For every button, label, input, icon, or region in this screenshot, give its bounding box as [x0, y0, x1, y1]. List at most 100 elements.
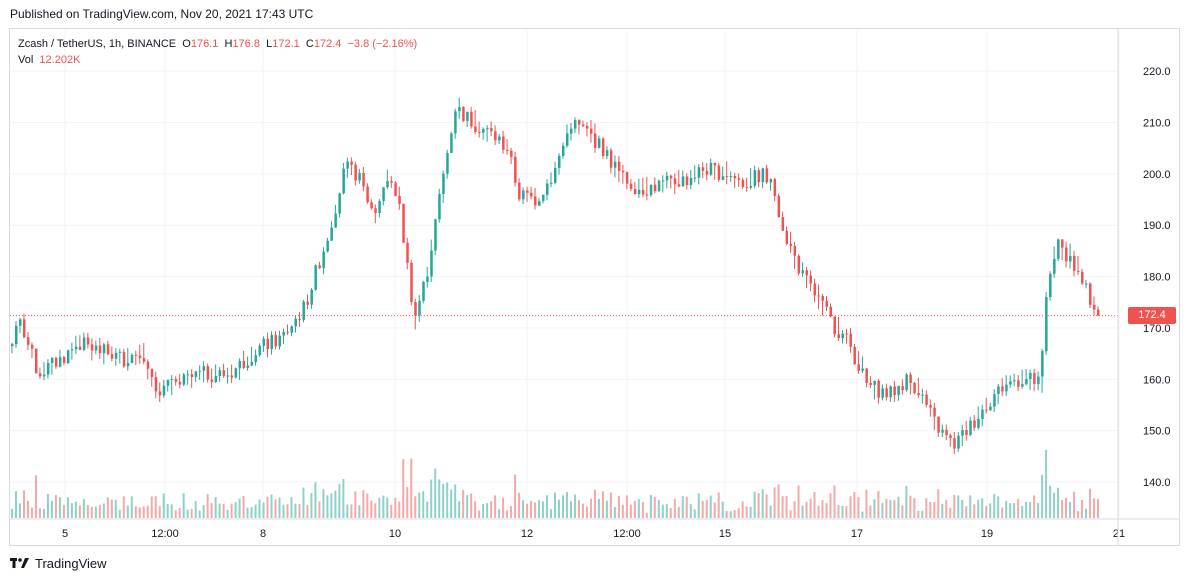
candle-body	[705, 170, 709, 175]
volume-bar	[1065, 497, 1068, 518]
volume-bar	[230, 503, 233, 518]
volume-bar	[242, 496, 245, 518]
candle-body	[649, 184, 653, 195]
volume-bar	[370, 500, 373, 518]
candle-body	[841, 333, 844, 338]
volume-bar	[857, 497, 860, 518]
candle-body	[1077, 270, 1080, 272]
candle-body	[1045, 297, 1048, 352]
volume-bar	[837, 505, 840, 518]
candle-body	[937, 416, 940, 433]
volume-bar	[362, 490, 365, 518]
volume-bar	[238, 498, 241, 518]
volume-bar	[1037, 502, 1040, 518]
candle-body	[510, 150, 513, 157]
candle-body	[46, 363, 50, 375]
candle-body	[438, 194, 441, 220]
candle-body	[146, 361, 150, 369]
candle-body	[286, 331, 289, 333]
volume-bar	[1045, 449, 1048, 518]
candle-body	[757, 170, 761, 183]
volume-bar	[557, 499, 560, 518]
tradingview-logo[interactable]: TradingView	[10, 556, 107, 571]
candle-body	[889, 386, 892, 398]
candle-body	[625, 172, 629, 184]
candle-body	[989, 406, 992, 411]
volume-bar	[390, 504, 393, 518]
candle-body	[829, 306, 832, 317]
volume-bar	[865, 489, 868, 518]
candle-body	[382, 187, 385, 202]
candle-body	[246, 365, 250, 368]
candle-body	[42, 374, 46, 377]
symbol-label[interactable]: Zcash / TetherUS, 1h, BINANCE	[18, 38, 177, 50]
y-tick-label: 160.0	[1143, 374, 1171, 386]
volume-bar	[661, 504, 664, 518]
volume-bar	[194, 500, 197, 518]
candle-body	[1005, 384, 1008, 392]
volume-bar	[989, 503, 992, 518]
candle-body	[302, 301, 305, 320]
volume-bar	[573, 494, 576, 518]
candle-body	[542, 194, 545, 201]
candle-body	[522, 190, 525, 200]
volume-bar	[801, 505, 804, 518]
candle-body	[601, 138, 605, 157]
volume-bar	[889, 500, 892, 518]
candle-body	[909, 374, 912, 383]
volume-bars	[11, 449, 1100, 518]
candle-body	[262, 338, 266, 346]
candle-body	[1089, 283, 1092, 305]
volume-bar	[1061, 500, 1064, 518]
candle-body	[785, 230, 789, 244]
volume-bar	[350, 504, 353, 518]
candle-body	[322, 251, 325, 269]
volume-bar	[150, 496, 153, 518]
chart-frame[interactable]	[9, 28, 1180, 546]
candle-body	[773, 179, 777, 196]
candle-body	[258, 345, 262, 356]
volume-bar	[182, 493, 185, 518]
x-tick-label: 19	[981, 528, 993, 540]
candle-body	[797, 255, 801, 274]
candles	[11, 97, 1100, 455]
candle-body	[837, 334, 840, 338]
volume-bar	[1013, 503, 1016, 518]
candle-body	[78, 346, 82, 350]
candle-body	[569, 128, 573, 134]
high-value: 176.8	[232, 38, 260, 50]
volume-bar	[530, 500, 533, 518]
volume-bar	[917, 510, 920, 518]
volume-bar	[1001, 507, 1004, 518]
candle-body	[741, 179, 745, 187]
volume-bar	[685, 496, 688, 518]
candle-body	[366, 186, 369, 203]
volume-bar	[94, 506, 97, 518]
volume-bar	[494, 495, 497, 518]
volume-bar	[693, 509, 696, 518]
volume-bar	[446, 482, 449, 518]
candle-body	[929, 404, 932, 408]
candle-body	[1017, 380, 1020, 387]
candle-body	[370, 202, 373, 209]
candle-body	[282, 331, 286, 336]
volume-bar	[941, 503, 944, 518]
volume-bar	[38, 508, 41, 518]
candle-body	[350, 161, 353, 165]
candle-body	[753, 170, 757, 186]
volume-bar	[593, 489, 596, 518]
volume-bar	[290, 497, 293, 518]
candle-body	[414, 301, 417, 316]
candle-body	[478, 131, 481, 133]
volume-bar	[314, 482, 317, 518]
candle-body	[913, 382, 916, 394]
candle-body	[729, 176, 733, 178]
candle-body	[697, 167, 701, 178]
volume-bar	[765, 494, 768, 518]
candle-body	[713, 162, 717, 166]
volume-bar	[42, 508, 45, 518]
volume-bar	[542, 501, 545, 518]
candle-body	[833, 316, 836, 335]
volume-bar	[893, 500, 896, 518]
